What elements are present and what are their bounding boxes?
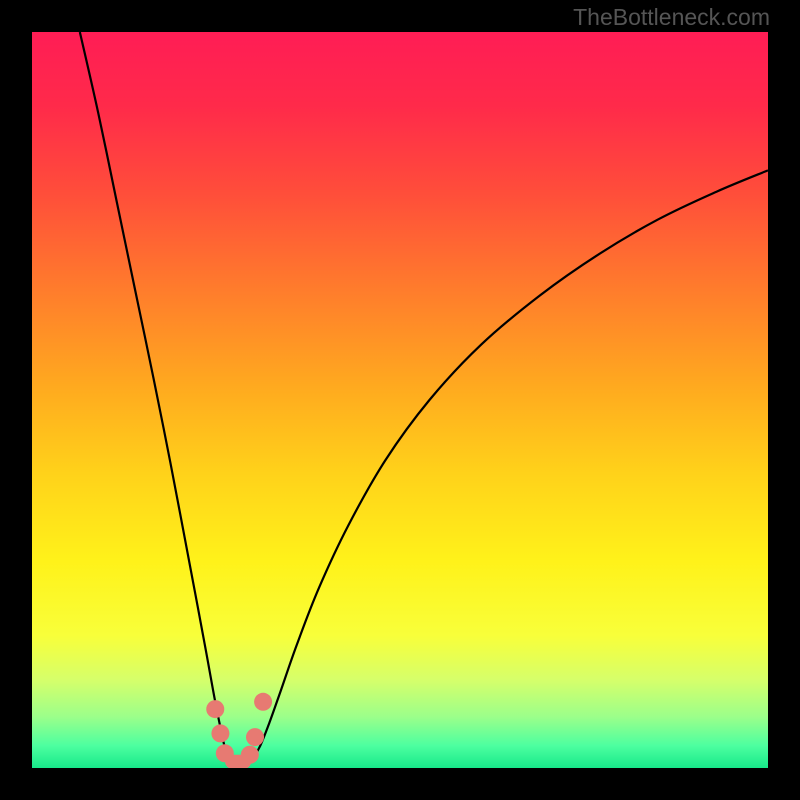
watermark-text: TheBottleneck.com (573, 4, 770, 31)
plot-area (32, 32, 768, 768)
curve-left-branch (80, 32, 240, 767)
curve-right-branch (240, 170, 768, 767)
marker-dot-6 (254, 693, 272, 711)
marker-dot-4 (241, 746, 259, 764)
chart-frame: TheBottleneck.com (0, 0, 800, 800)
marker-dot-5 (246, 728, 264, 746)
curve-layer (32, 32, 768, 768)
marker-dot-0 (206, 700, 224, 718)
marker-dot-1 (211, 724, 229, 742)
